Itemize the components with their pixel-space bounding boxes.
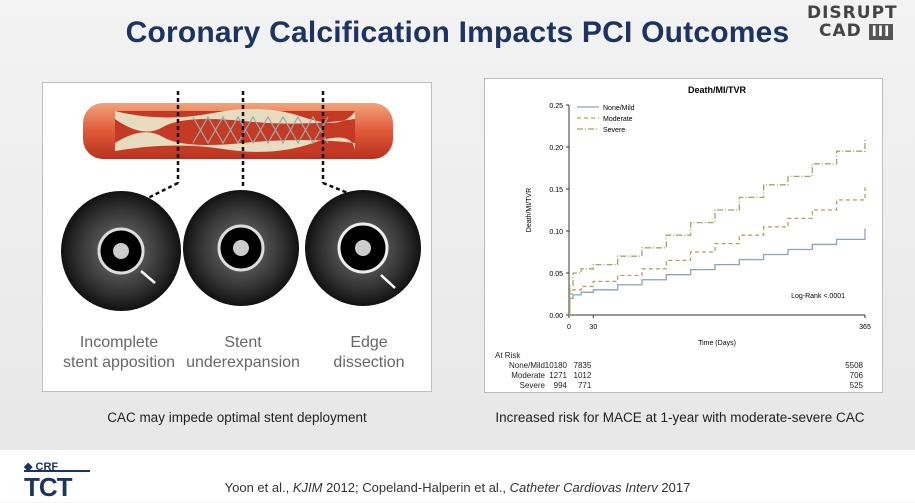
at-risk-value: 994 — [553, 381, 567, 390]
at-risk-group: Severe — [519, 381, 545, 390]
tct-rule — [24, 470, 90, 472]
logo-number: III — [868, 24, 894, 40]
tct-logo: TCT — [24, 472, 73, 502]
series-line-moderate — [569, 187, 866, 316]
y-tick-label: 0.15 — [549, 187, 563, 194]
stent-illustration-panel: Incomplete stent apposition Stent undere… — [42, 82, 432, 392]
citation-journal1: KJIM — [292, 480, 323, 495]
x-tick-label: 365 — [859, 324, 871, 331]
at-risk-value: 10180 — [544, 361, 567, 370]
citation-journal2: Catheter Cardiovas Interv — [509, 480, 658, 495]
at-risk-value: 771 — [577, 381, 592, 390]
at-risk-value: 706 — [849, 371, 863, 380]
at-risk-value: 525 — [849, 381, 863, 390]
ivus-image-2 — [183, 190, 299, 306]
label-1-line2: stent apposition — [62, 354, 176, 371]
at-risk-value: 5508 — [845, 361, 863, 370]
y-tick-label: 0.05 — [549, 271, 563, 278]
label-2-line1: Stent — [224, 334, 262, 351]
km-chart: Death/MI/TVR 0.00 0.05 0.10 0.15 0.20 0.25 0 30 3… — [526, 85, 871, 347]
km-chart-panel: Death/MI/TVR 0.00 0.05 0.10 0.15 0.20 0.25 0 30 3… — [484, 78, 883, 393]
right-caption: Increased risk for MACE at 1-year with m… — [495, 410, 865, 425]
at-risk-value: 7835 — [573, 361, 592, 370]
at-risk-header: At Risk — [495, 351, 521, 360]
logo-cad: CAD — [819, 21, 862, 41]
label-2-line2: underexpansion — [186, 354, 300, 371]
artery-illustration — [61, 91, 421, 311]
label-3-line1: Edge — [350, 334, 388, 351]
legend-label: Severe — [603, 127, 625, 134]
y-tick-label: 0.10 — [549, 229, 563, 236]
series-line-severe — [569, 138, 866, 316]
left-caption: CAC may impede optimal stent deployment — [107, 410, 367, 425]
citation-prefix: Yoon et al., — [224, 480, 293, 495]
y-tick-label: 0.00 — [549, 313, 563, 320]
label-3-line2: dissection — [333, 354, 405, 371]
x-axis-label: Time (Days) — [698, 340, 736, 347]
at-risk-group: Moderate — [511, 371, 545, 380]
plaque-bottom — [115, 132, 355, 152]
stent-mesh — [192, 115, 329, 145]
logo-line1: DISRUPT — [807, 3, 898, 23]
disrupt-cad-logo: DISRUPT CAD III — [807, 4, 907, 41]
slide-title: Coronary Calcification Impacts PCI Outco… — [125, 16, 790, 49]
ivus-arrows — [140, 270, 396, 289]
citation-mid: 2012; Copeland-Halperin et al., — [322, 480, 510, 495]
ivus-image-1 — [61, 191, 181, 311]
logo-line2: CAD III — [807, 22, 907, 41]
label-1-line1: Incomplete — [79, 334, 159, 351]
at-risk-value: 1012 — [573, 371, 592, 380]
at-risk-group: None/Mild — [508, 361, 545, 370]
legend-label: None/Mild — [603, 105, 635, 112]
x-tick-label: 30 — [589, 324, 597, 331]
x-tick-label: 0 — [567, 324, 571, 331]
y-axis-label: Death/MI/TVR — [526, 188, 533, 232]
label-incomplete-apposition: Incomplete stent apposition — [49, 333, 189, 373]
citation-year: 2017 — [657, 480, 691, 495]
series-line-none-mild — [569, 228, 866, 316]
legend-label: Moderate — [603, 116, 633, 123]
at-risk-value: 1271 — [549, 371, 567, 380]
citation: Yoon et al., KJIM 2012; Copeland-Halperi… — [0, 480, 915, 495]
label-stent-underexpansion: Stent underexpansion — [183, 333, 303, 373]
ivus-image-3 — [305, 190, 421, 306]
footer-bar — [0, 450, 915, 502]
label-edge-dissection: Edge dissection — [319, 333, 419, 373]
y-tick-label: 0.25 — [549, 103, 563, 110]
plaque-top — [115, 108, 355, 132]
log-rank-annotation: Log-Rank <.0001 — [791, 293, 845, 300]
chart-title: Death/MI/TVR — [688, 85, 747, 95]
y-tick-label: 0.20 — [549, 145, 563, 152]
